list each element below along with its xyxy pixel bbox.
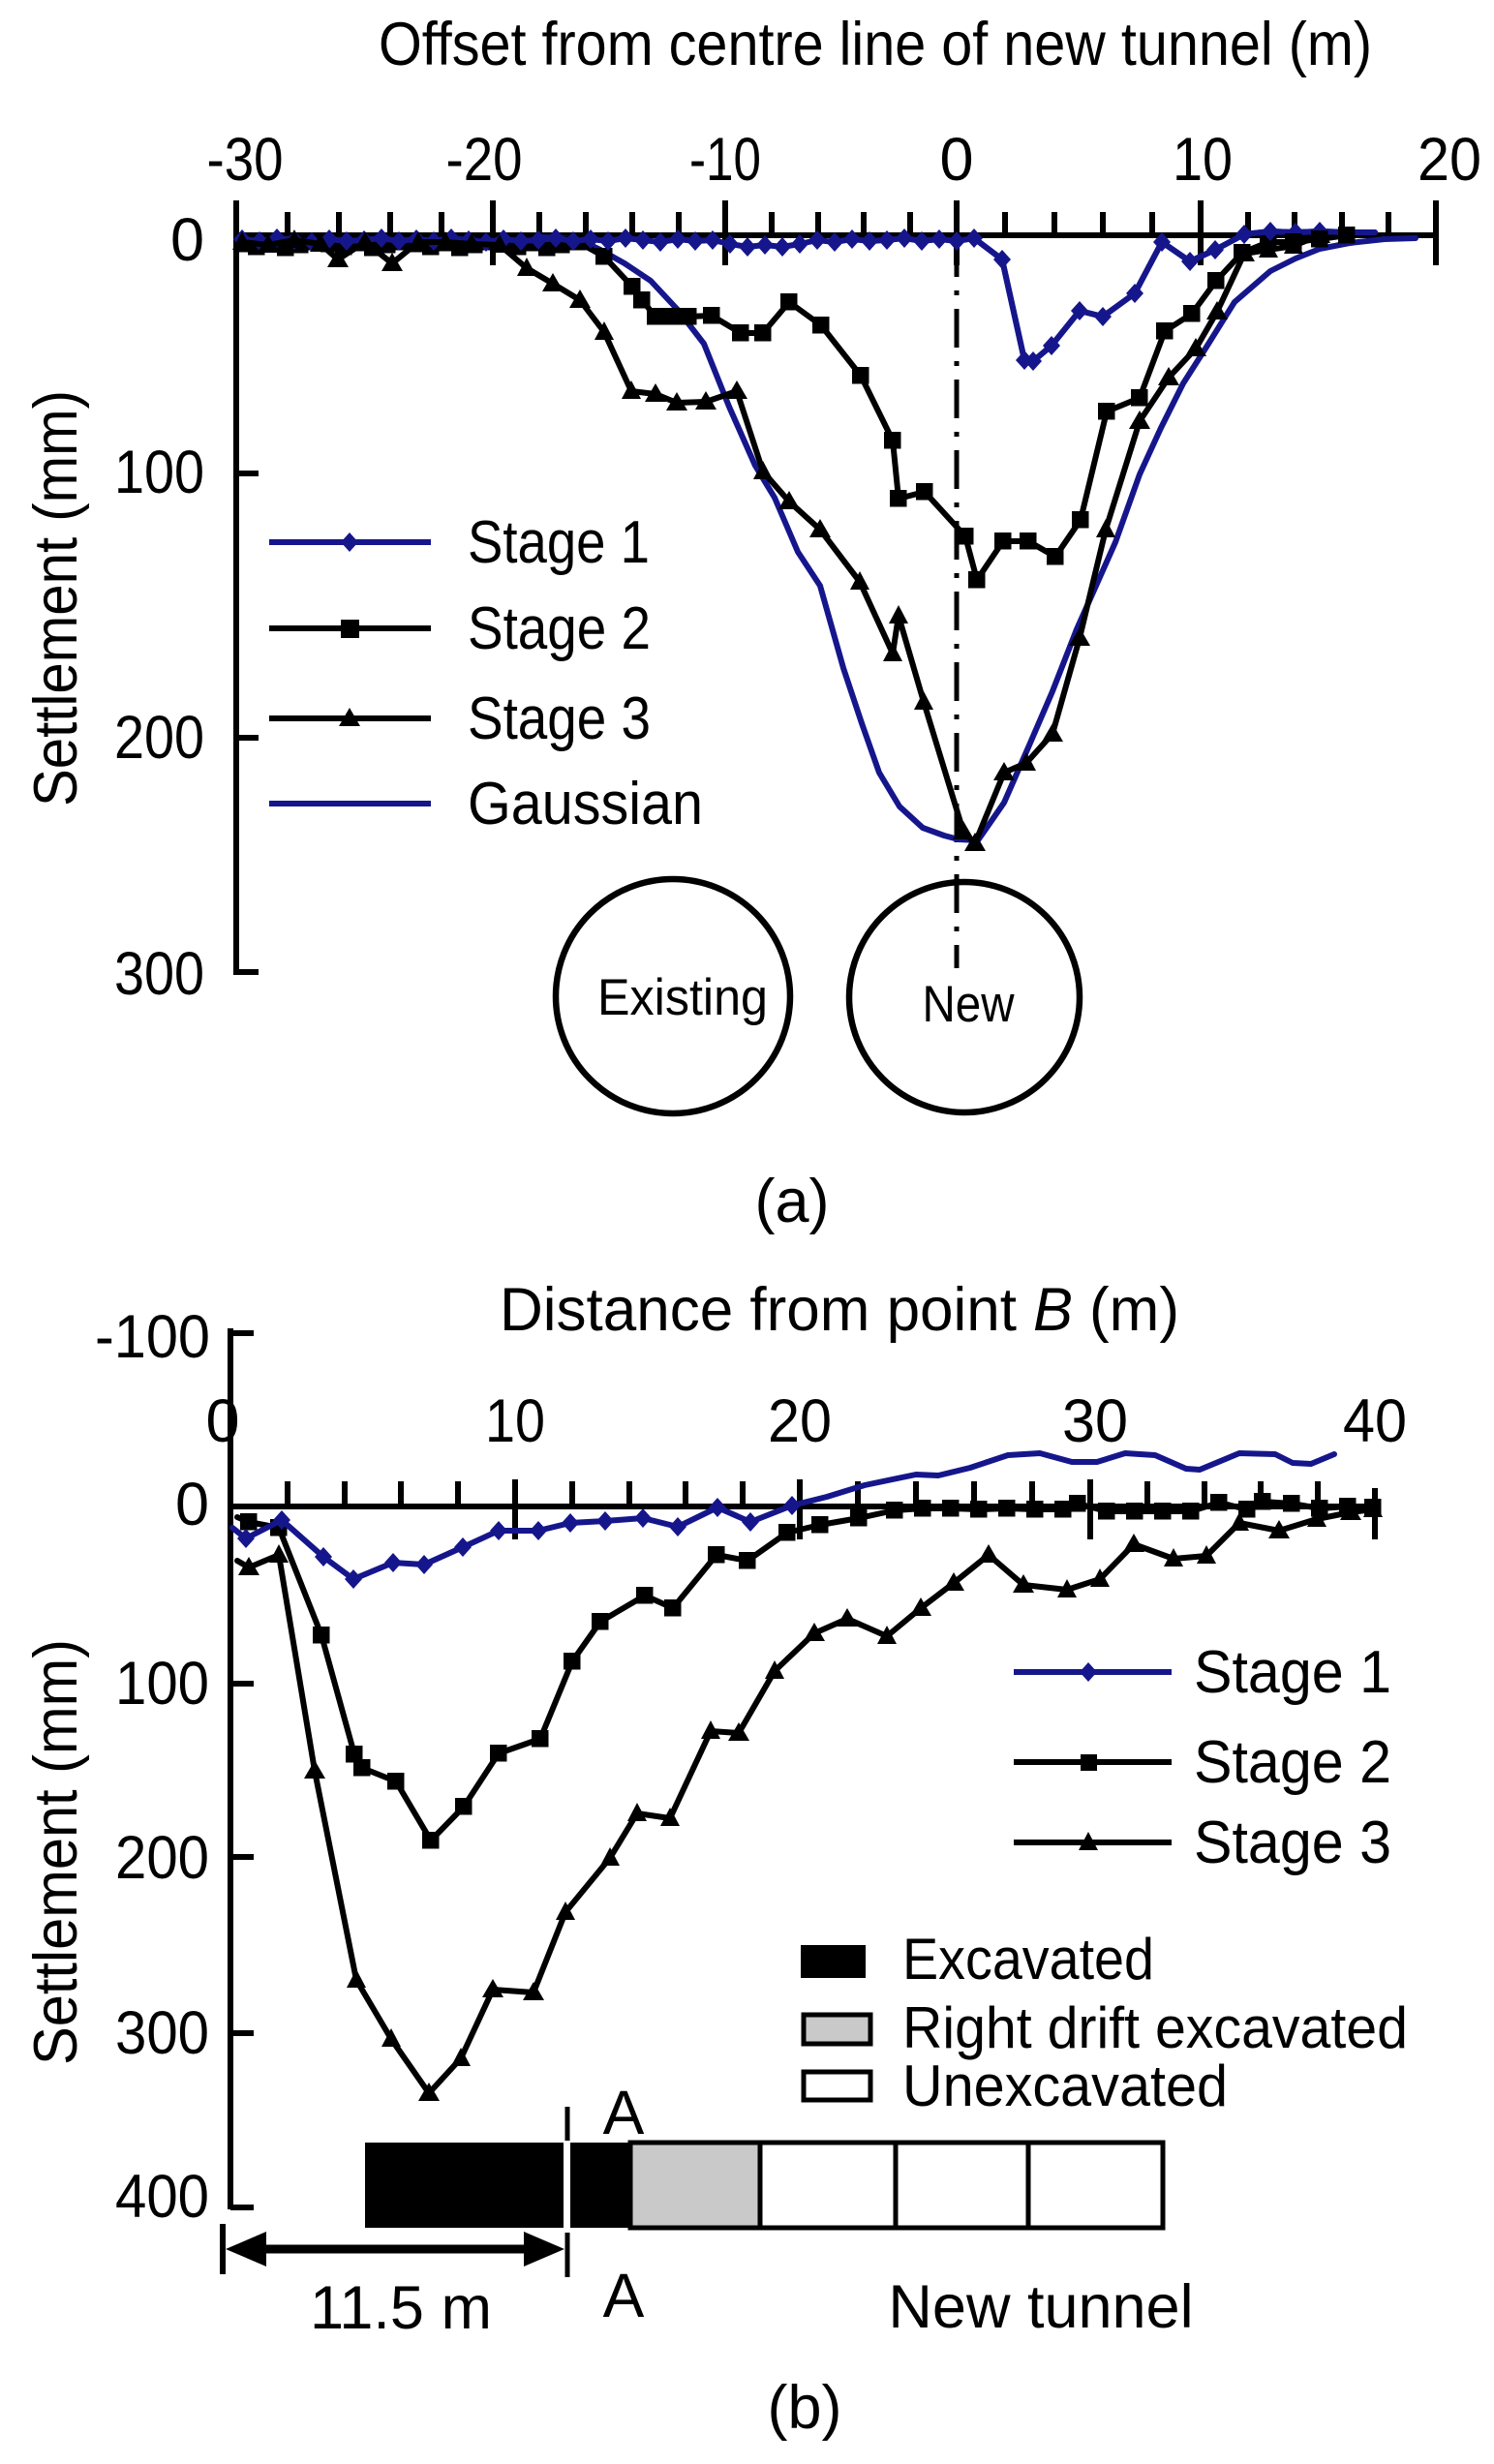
svg-text:Distance from point: Distance from point bbox=[500, 1276, 1017, 1344]
svg-text:300: 300 bbox=[115, 1999, 209, 2067]
svg-text:30: 30 bbox=[1062, 1387, 1128, 1455]
svg-text:Settlement (mm): Settlement (mm) bbox=[22, 1639, 90, 2065]
svg-text:200: 200 bbox=[114, 704, 204, 772]
svg-text:20: 20 bbox=[1418, 126, 1481, 194]
svg-text:Stage 2: Stage 2 bbox=[468, 595, 651, 662]
svg-text:200: 200 bbox=[115, 1824, 209, 1892]
svg-text:100: 100 bbox=[114, 439, 204, 506]
svg-text:400: 400 bbox=[115, 2163, 209, 2231]
svg-text:(b): (b) bbox=[768, 2374, 842, 2442]
svg-text:Excavated: Excavated bbox=[902, 1927, 1154, 1992]
svg-text:Stage 3: Stage 3 bbox=[1194, 1810, 1391, 1876]
svg-text:-10: -10 bbox=[689, 126, 761, 194]
svg-text:Stage 2: Stage 2 bbox=[1194, 1729, 1391, 1796]
svg-text:Stage 1: Stage 1 bbox=[468, 509, 650, 576]
svg-text:New tunnel: New tunnel bbox=[888, 2273, 1193, 2341]
svg-text:A: A bbox=[603, 2261, 645, 2330]
svg-text:0: 0 bbox=[175, 1471, 209, 1538]
svg-text:Offset from centre line of new: Offset from centre line of new tunnel (m… bbox=[379, 11, 1372, 78]
svg-text:Unexcavated: Unexcavated bbox=[902, 2053, 1228, 2118]
svg-text:(m): (m) bbox=[1089, 1276, 1179, 1344]
svg-text:10: 10 bbox=[1173, 126, 1233, 194]
svg-text:0: 0 bbox=[205, 1387, 239, 1455]
svg-text:B: B bbox=[1033, 1276, 1073, 1344]
svg-text:40: 40 bbox=[1343, 1387, 1407, 1455]
svg-text:Right drift excavated: Right drift excavated bbox=[902, 1995, 1408, 2060]
svg-text:A: A bbox=[603, 2078, 645, 2147]
svg-text:New: New bbox=[923, 976, 1016, 1033]
svg-text:Stage 1: Stage 1 bbox=[1194, 1639, 1391, 1706]
svg-text:100: 100 bbox=[115, 1650, 209, 1718]
svg-text:Existing: Existing bbox=[597, 969, 768, 1026]
svg-text:11.5 m: 11.5 m bbox=[310, 2274, 492, 2342]
svg-text:0: 0 bbox=[939, 126, 973, 194]
svg-text:Stage 3: Stage 3 bbox=[468, 685, 651, 752]
svg-text:-20: -20 bbox=[446, 126, 523, 194]
svg-text:0: 0 bbox=[170, 206, 204, 274]
svg-text:-100: -100 bbox=[95, 1303, 210, 1371]
svg-text:Settlement (mm): Settlement (mm) bbox=[22, 390, 90, 806]
svg-text:300: 300 bbox=[114, 940, 204, 1008]
svg-text:10: 10 bbox=[485, 1387, 545, 1455]
svg-text:20: 20 bbox=[768, 1387, 832, 1455]
svg-text:-30: -30 bbox=[207, 126, 284, 194]
svg-text:(a): (a) bbox=[755, 1168, 830, 1235]
svg-text:Gaussian: Gaussian bbox=[468, 771, 703, 837]
